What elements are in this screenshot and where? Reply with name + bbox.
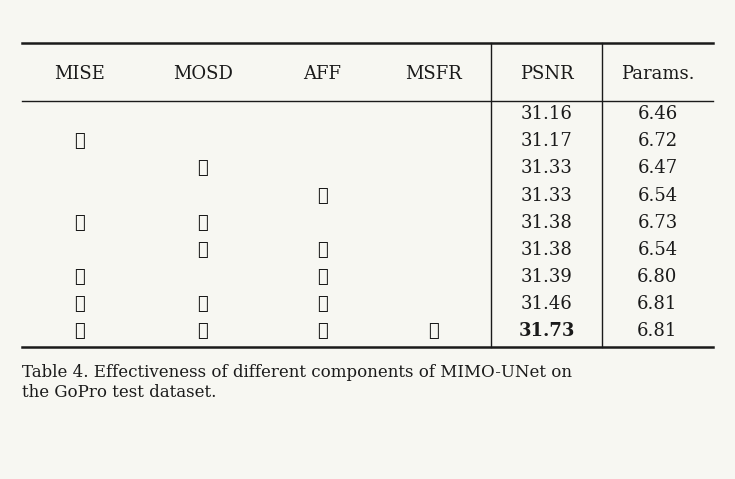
Text: Params.: Params. — [620, 65, 694, 83]
Text: ✓: ✓ — [198, 295, 209, 313]
Text: ✓: ✓ — [74, 132, 85, 150]
Text: 6.81: 6.81 — [637, 322, 678, 340]
Text: MOSD: MOSD — [173, 65, 233, 83]
Text: ✓: ✓ — [198, 241, 209, 259]
Text: ✓: ✓ — [74, 322, 85, 340]
Text: 6.81: 6.81 — [637, 295, 678, 313]
Text: ✓: ✓ — [74, 268, 85, 286]
Text: 31.38: 31.38 — [520, 241, 573, 259]
Text: 31.39: 31.39 — [520, 268, 573, 286]
Text: 6.72: 6.72 — [637, 132, 678, 150]
Text: Table 4. Effectiveness of different components of MIMO-UNet on
the GoPro test da: Table 4. Effectiveness of different comp… — [22, 364, 572, 400]
Text: ✓: ✓ — [74, 295, 85, 313]
Text: ✓: ✓ — [428, 322, 439, 340]
Text: ✓: ✓ — [74, 214, 85, 232]
Text: 6.54: 6.54 — [637, 241, 678, 259]
Text: ✓: ✓ — [317, 187, 328, 205]
Text: 31.17: 31.17 — [520, 132, 573, 150]
Text: ✓: ✓ — [317, 322, 328, 340]
Text: 31.73: 31.73 — [518, 322, 575, 340]
Text: ✓: ✓ — [198, 160, 209, 177]
Text: 6.73: 6.73 — [637, 214, 678, 232]
Text: MSFR: MSFR — [405, 65, 462, 83]
Text: MISE: MISE — [54, 65, 105, 83]
Text: 6.80: 6.80 — [637, 268, 678, 286]
Text: 31.16: 31.16 — [520, 105, 573, 123]
Text: AFF: AFF — [304, 65, 341, 83]
Text: 6.47: 6.47 — [637, 160, 678, 177]
Text: ✓: ✓ — [317, 295, 328, 313]
Text: 31.38: 31.38 — [520, 214, 573, 232]
Text: ✓: ✓ — [317, 241, 328, 259]
Text: 6.46: 6.46 — [637, 105, 678, 123]
Text: ✓: ✓ — [198, 322, 209, 340]
Text: PSNR: PSNR — [520, 65, 573, 83]
Text: ✓: ✓ — [317, 268, 328, 286]
Text: 6.54: 6.54 — [637, 187, 678, 205]
Text: 31.33: 31.33 — [520, 187, 573, 205]
Text: 31.33: 31.33 — [520, 160, 573, 177]
Text: ✓: ✓ — [198, 214, 209, 232]
Text: 31.46: 31.46 — [520, 295, 573, 313]
